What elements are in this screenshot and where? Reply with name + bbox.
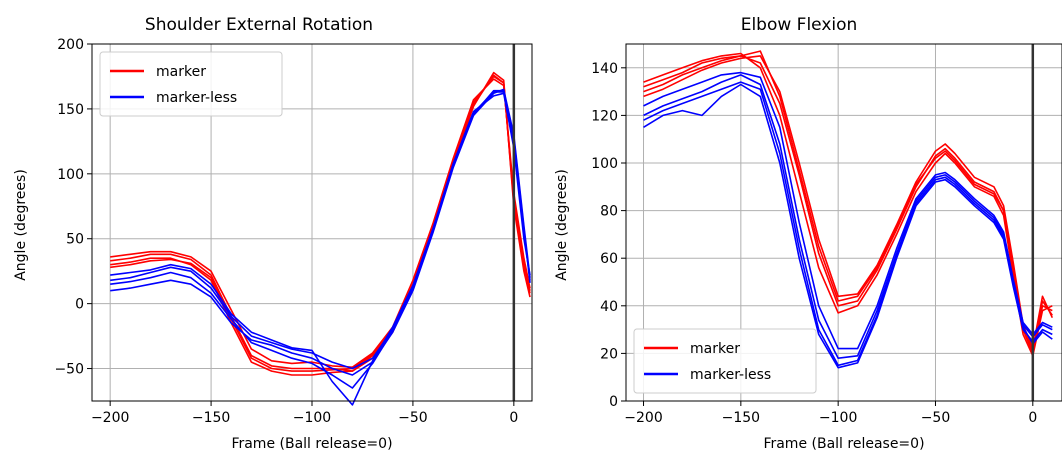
- series-line-marker-less: [643, 81, 1053, 367]
- series-line-marker-less: [110, 92, 531, 406]
- y-tick-label: −50: [54, 362, 84, 378]
- y-tick-label: 40: [600, 299, 618, 315]
- x-tick-label: −150: [722, 410, 760, 426]
- y-tick-label: 150: [57, 102, 84, 118]
- x-tick-label: −50: [921, 410, 951, 426]
- series-line-marker-less: [110, 91, 531, 370]
- series-line-marker: [110, 78, 531, 369]
- legend: marker marker-less: [99, 51, 283, 117]
- y-tick-label: 120: [591, 108, 618, 124]
- y-tick-label: 20: [600, 346, 618, 362]
- y-tick-label: 140: [591, 61, 618, 77]
- legend-label: marker-less: [690, 367, 771, 383]
- x-axis-label: Frame (Ball release=0): [231, 436, 392, 452]
- x-tick-label: −200: [91, 410, 129, 426]
- legend-label: marker: [156, 64, 206, 80]
- x-axis-label: Frame (Ball release=0): [763, 436, 924, 452]
- x-tick-label: −100: [819, 410, 857, 426]
- series-line-marker-less: [643, 83, 1053, 369]
- axes-frame: [625, 43, 1062, 402]
- y-tick-label: 0: [609, 394, 618, 410]
- series-line-marker: [643, 50, 1053, 352]
- y-axis-label: Angle (degrees): [13, 169, 29, 281]
- series-line-marker-less: [643, 71, 1053, 350]
- x-tick-label: −50: [398, 410, 428, 426]
- y-tick-label: 100: [591, 156, 618, 172]
- legend-label: marker-less: [156, 90, 237, 106]
- legend-box: [99, 51, 283, 117]
- y-tick-label: 80: [600, 204, 618, 220]
- elbow-panel: Elbow Flexion Frame (Ball release=0) Ang…: [554, 15, 1062, 452]
- chart-title: Elbow Flexion: [741, 15, 858, 35]
- series-line-marker: [643, 55, 1054, 350]
- legend-label: marker: [690, 341, 740, 357]
- y-tick-label: 50: [66, 232, 84, 248]
- series-line-marker-less: [643, 74, 1053, 360]
- series-line-marker: [110, 74, 531, 372]
- shoulder-panel: Shoulder External Rotation Frame (Ball r…: [13, 15, 533, 452]
- y-tick-label: 60: [600, 251, 618, 267]
- legend: marker marker-less: [633, 328, 817, 394]
- x-tick-label: 0: [509, 410, 518, 426]
- x-tick-label: 0: [1028, 410, 1037, 426]
- y-axis-label: Angle (degrees): [554, 169, 570, 281]
- series-line-marker-less: [110, 89, 531, 389]
- y-tick-label: 100: [57, 167, 84, 183]
- x-tick-label: −150: [192, 410, 230, 426]
- series-line-marker: [643, 52, 1053, 357]
- y-tick-label: 200: [57, 37, 84, 53]
- tick-labels: −200 −150 −100 −50 0 0 20 40 60 80 100 120 140: [591, 61, 1037, 426]
- tick-labels: −200 −150 −100 −50 0 −50 0 50 100 150 200: [54, 37, 518, 426]
- series-lines: [625, 43, 1062, 402]
- x-tick-label: −100: [293, 410, 331, 426]
- y-tick-label: 0: [75, 297, 84, 313]
- legend-box: [633, 328, 817, 394]
- series-lines: [91, 43, 533, 406]
- chart-title: Shoulder External Rotation: [145, 15, 373, 35]
- x-tick-label: −200: [624, 410, 662, 426]
